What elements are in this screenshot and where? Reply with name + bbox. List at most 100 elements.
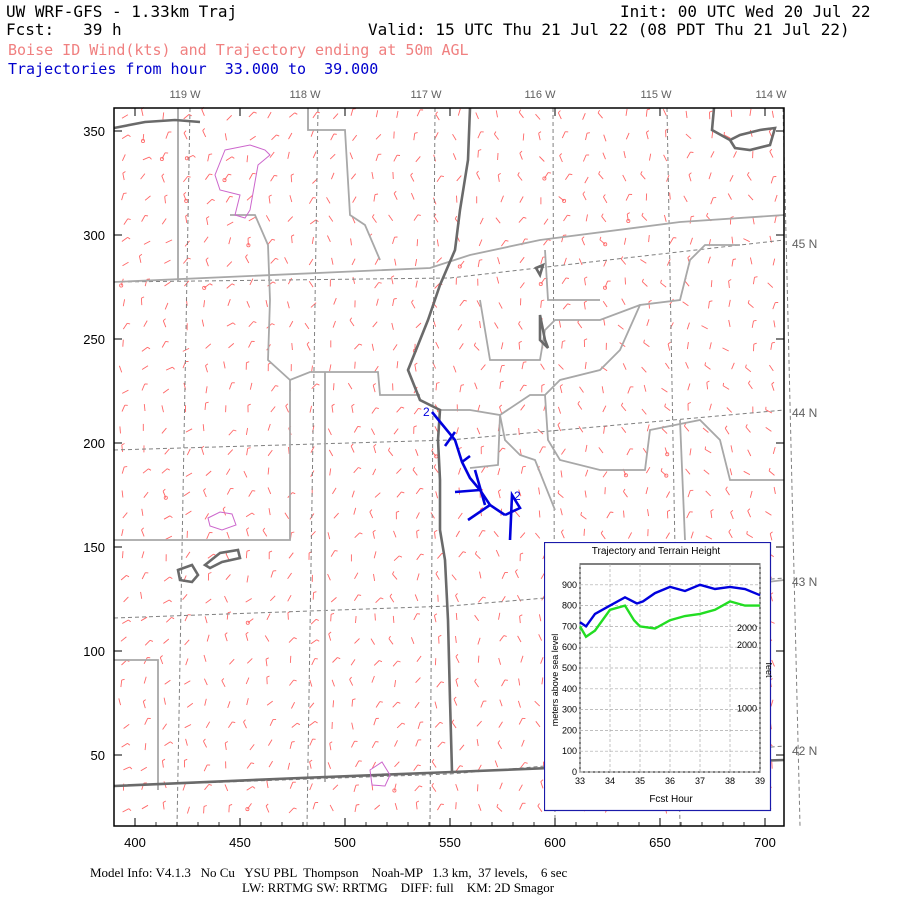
wind-barb-flag (316, 383, 320, 386)
wind-barb-flag (334, 550, 338, 552)
wind-barb (628, 532, 632, 539)
wind-barb (476, 739, 479, 747)
wind-barb (521, 362, 524, 370)
wind-barb (393, 530, 397, 538)
wind-barb (708, 172, 712, 180)
calm-wind-marker (140, 138, 145, 143)
wind-barb-flag (372, 529, 376, 533)
wind-barb (413, 408, 419, 415)
wind-barb (227, 449, 234, 456)
wind-barb (226, 261, 233, 267)
wind-barb (499, 381, 502, 389)
wind-barb (183, 491, 191, 497)
wind-barb (204, 616, 208, 624)
wind-barb-flag (754, 276, 758, 278)
wind-barb-flag (567, 214, 571, 217)
wind-barb (122, 619, 129, 624)
wind-barb (350, 445, 355, 453)
wind-barb (541, 677, 544, 685)
wind-barb-flag (414, 362, 418, 365)
wind-barb (434, 531, 436, 539)
wind-barb (328, 215, 334, 222)
wind-barb-flag (357, 425, 361, 428)
wind-barb (164, 679, 171, 685)
wind-barb (289, 320, 294, 328)
wind-barb-flag (435, 111, 438, 115)
wind-barb-flag (416, 800, 420, 803)
wind-barb (119, 426, 121, 434)
wind-barb (648, 301, 650, 309)
wind-barb (414, 364, 417, 372)
wind-barb-flag (451, 719, 455, 723)
wind-barb (351, 722, 354, 730)
calm-wind-marker (245, 620, 250, 625)
wind-barb-flag (433, 464, 437, 468)
wind-barb (246, 301, 251, 308)
wind-barb (143, 320, 148, 327)
wind-barb (284, 257, 289, 264)
wind-barb-flag (203, 488, 206, 491)
wind-barb (412, 469, 418, 476)
inset-x-tick-label: 35 (635, 776, 645, 786)
wind-barb (246, 658, 253, 664)
wind-barb (583, 302, 586, 310)
wind-barb (374, 282, 380, 289)
wind-barb-flag (459, 765, 464, 767)
wind-barb (621, 298, 626, 306)
wind-barb (248, 173, 254, 180)
wind-barb (601, 386, 604, 394)
wind-barb-flag (231, 156, 235, 159)
wind-barb (560, 531, 565, 539)
wind-barb-flag (431, 758, 435, 762)
wind-barb-flag (313, 591, 317, 594)
wind-barb (289, 782, 294, 789)
wind-barb (769, 364, 774, 372)
wind-barb-flag (496, 803, 499, 807)
wind-barb (205, 721, 211, 729)
wind-barb-flag (462, 551, 467, 554)
wind-barb (538, 634, 543, 641)
wind-barb (774, 194, 778, 202)
wind-barb (557, 492, 564, 499)
wind-barb-flag (478, 149, 482, 151)
wind-barb (184, 724, 192, 729)
wind-barb (396, 406, 402, 413)
wind-barb-flag (127, 743, 131, 746)
wind-barb (287, 762, 291, 770)
wind-barb-flag (520, 552, 524, 555)
wind-barb (435, 491, 439, 499)
wind-barb (122, 173, 125, 181)
wind-barb (287, 301, 290, 309)
wind-barb-flag (148, 468, 152, 471)
inset-y-axis-label: meters above sea level (550, 634, 560, 727)
wind-barb (264, 635, 270, 642)
wind-barb (710, 510, 713, 519)
wind-barb (333, 297, 337, 305)
wind-barb-flag (233, 429, 237, 432)
wind-barb (163, 515, 171, 520)
wind-barb (391, 322, 394, 330)
wind-barb (140, 173, 146, 180)
wind-barb-flag (687, 402, 691, 405)
wind-barb (768, 470, 775, 476)
wind-barb (520, 404, 526, 411)
wind-barb (201, 319, 205, 327)
wind-barb (202, 130, 207, 138)
wind-barb-flag (660, 468, 663, 472)
wind-barb-flag (479, 259, 483, 261)
wind-barb-flag (688, 172, 692, 175)
wind-barb-flag (315, 618, 319, 621)
wind-barb-flag (461, 384, 465, 386)
wind-barb (269, 719, 274, 726)
wind-barb (246, 575, 249, 583)
wind-barb (706, 382, 709, 390)
wind-barb (479, 217, 484, 225)
wind-barb (626, 214, 629, 222)
wind-barb (457, 512, 463, 520)
wind-barb (205, 365, 208, 373)
calm-wind-marker (603, 285, 608, 290)
wind-barb (435, 383, 438, 391)
wind-barb (520, 762, 526, 769)
wind-barb (388, 214, 394, 221)
wind-barb-flag (369, 509, 373, 513)
